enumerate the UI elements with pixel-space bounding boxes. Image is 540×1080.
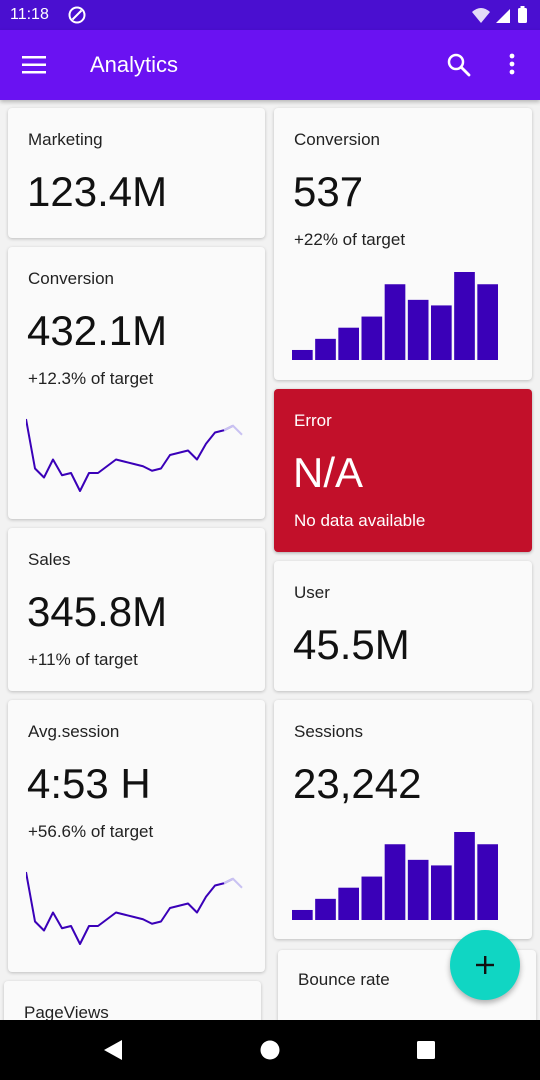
chart-bar: [338, 887, 359, 920]
wifi-icon: [472, 8, 490, 23]
card-error[interactable]: Error N/A No data available: [274, 389, 532, 552]
card-value: 537: [293, 168, 364, 215]
signal-icon: [496, 9, 510, 23]
card-value: N/A: [293, 449, 364, 496]
card-avg-session[interactable]: Avg.session 4:53 H +56.6% of target: [8, 700, 265, 972]
chart-line-tail: [223, 424, 243, 436]
chart-bar: [315, 338, 336, 360]
bar-chart: [292, 832, 498, 920]
nav-back-icon[interactable]: [102, 1038, 124, 1062]
card-value: 432.1M: [27, 307, 168, 354]
card-value: 23,242: [293, 760, 422, 807]
add-fab-button[interactable]: [450, 930, 520, 1000]
card-title: Marketing: [28, 130, 103, 149]
card-value: 123.4M: [27, 168, 168, 215]
chart-bar: [292, 909, 313, 920]
chart-line: [26, 871, 234, 945]
chart-line: [26, 418, 234, 492]
chart-bar: [361, 876, 383, 920]
card-sessions[interactable]: Sessions 23,242: [274, 700, 532, 939]
card-title: Sessions: [294, 722, 363, 741]
card-subtitle: No data available: [294, 511, 426, 530]
add-icon: [476, 956, 494, 974]
chart-bar: [407, 859, 429, 920]
status-bar: 11:18: [0, 0, 540, 30]
dnd-circle-icon: [68, 6, 86, 24]
sparkline-chart: [26, 418, 243, 492]
card-title: Error: [294, 411, 332, 430]
card-subtitle: +56.6% of target: [28, 822, 154, 841]
app-bar: Analytics: [0, 30, 540, 100]
system-nav-bar: [0, 1020, 540, 1080]
card-subtitle: +11% of target: [28, 650, 138, 669]
chart-bar: [477, 284, 498, 360]
card-title: Avg.session: [28, 722, 120, 741]
chart-bar: [431, 305, 452, 360]
card-user[interactable]: User 45.5M: [274, 561, 532, 691]
card-subtitle: +22% of target: [294, 230, 406, 249]
card-value: 345.8M: [27, 588, 168, 635]
nav-home-icon[interactable]: [259, 1039, 281, 1061]
search-icon[interactable]: [446, 52, 472, 78]
chart-line-tail: [223, 877, 243, 889]
chart-bar: [384, 844, 406, 920]
status-time: 11:18: [10, 6, 49, 23]
more-vert-icon[interactable]: [502, 52, 522, 78]
card-marketing[interactable]: Marketing 123.4M: [8, 108, 265, 238]
nav-recent-icon[interactable]: [416, 1040, 436, 1060]
card-subtitle: +12.3% of target: [28, 369, 154, 388]
page-title: Analytics: [90, 52, 179, 77]
card-value: 4:53 H: [27, 760, 151, 807]
chart-bar: [407, 299, 429, 360]
card-title: Bounce rate: [298, 970, 390, 989]
card-title: Sales: [28, 550, 71, 569]
status-icons: [472, 6, 527, 23]
chart-bar: [431, 865, 452, 920]
sparkline-chart: [26, 871, 243, 945]
chart-bar: [477, 844, 498, 920]
card-conversion-right[interactable]: Conversion 537 +22% of target: [274, 108, 532, 380]
chart-bar: [292, 349, 313, 360]
battery-icon: [518, 8, 527, 23]
card-sales[interactable]: Sales 345.8M +11% of target: [8, 528, 265, 691]
card-conversion-left[interactable]: Conversion 432.1M +12.3% of target: [8, 247, 265, 519]
chart-bar: [315, 898, 336, 920]
card-title: User: [294, 583, 330, 602]
card-title: PageViews: [24, 1003, 109, 1022]
bar-chart: [292, 272, 498, 360]
card-title: Conversion: [28, 269, 114, 288]
card-title: Conversion: [294, 130, 380, 149]
chart-bar: [454, 272, 475, 360]
card-value: 45.5M: [293, 621, 410, 668]
chart-bar: [454, 832, 475, 920]
chart-bar: [384, 284, 406, 360]
chart-bar: [361, 316, 383, 360]
hamburger-menu-icon[interactable]: [22, 54, 48, 76]
chart-bar: [338, 327, 359, 360]
